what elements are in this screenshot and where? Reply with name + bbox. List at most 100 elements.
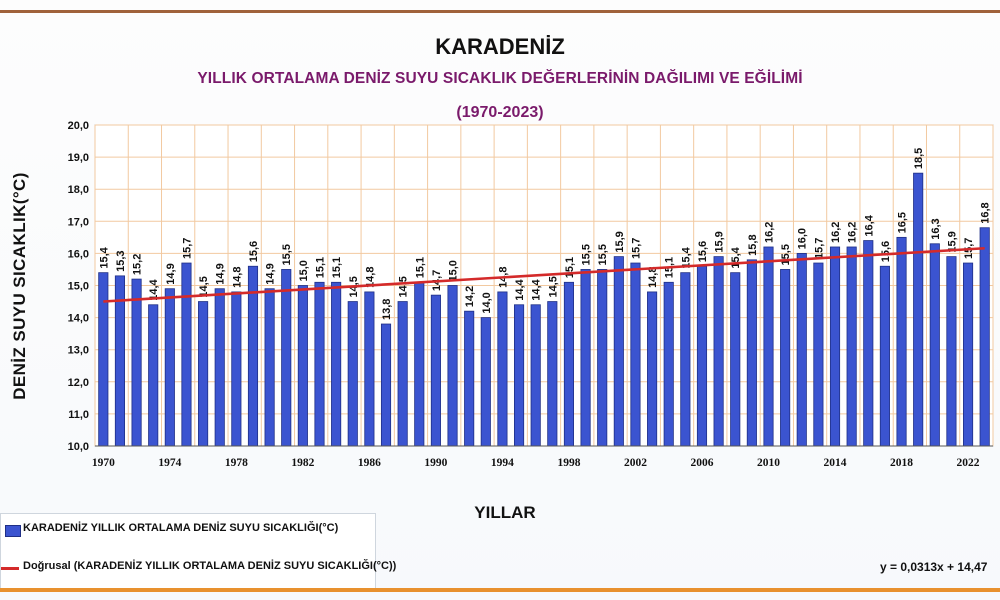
- data-label: 14,2: [464, 286, 476, 307]
- bar: [414, 281, 425, 447]
- data-label: 16,2: [847, 222, 859, 243]
- data-label: 15,4: [98, 246, 110, 268]
- data-label: 14,8: [231, 266, 243, 287]
- data-label: 14,9: [215, 263, 227, 284]
- y-tick-label: 14,0: [68, 313, 89, 325]
- x-tick-label: 2006: [690, 457, 713, 469]
- x-tick-label: 1994: [491, 457, 514, 469]
- y-tick-label: 13,0: [68, 345, 89, 357]
- bar: [962, 262, 974, 447]
- y-tick-label: 12,0: [68, 377, 89, 389]
- x-tick-label: 1998: [557, 457, 580, 469]
- bar: [896, 236, 907, 447]
- bar: [380, 323, 392, 447]
- data-label: 15,5: [281, 244, 293, 265]
- bar: [630, 262, 641, 447]
- bar: [231, 291, 242, 447]
- bar: [946, 256, 957, 447]
- data-label: 14,5: [547, 276, 559, 297]
- bar: [696, 265, 708, 447]
- bar: [181, 262, 192, 447]
- bar: [813, 262, 824, 447]
- data-label: 15,9: [714, 231, 726, 252]
- bar: [430, 294, 441, 447]
- bar: [846, 246, 857, 447]
- x-tick-label: 1974: [158, 457, 181, 469]
- data-label: 15,5: [780, 244, 792, 265]
- data-label: 15,4: [680, 246, 692, 268]
- bar: [780, 269, 791, 447]
- legend-label-bars: KARADENİZ YILLIK ORTALAMA DENİZ SUYU SIC…: [23, 522, 339, 534]
- data-label: 16,4: [863, 214, 875, 236]
- data-label: 16,5: [897, 212, 909, 233]
- data-label: 15,5: [581, 244, 593, 265]
- trend-equation: y = 0,0313x + 14,47: [880, 560, 988, 574]
- data-label: 16,3: [930, 218, 942, 239]
- top-rule: [0, 10, 1000, 13]
- data-label: 16,2: [764, 222, 776, 243]
- bar: [829, 246, 841, 447]
- bar: [597, 269, 608, 447]
- bar: [264, 288, 275, 447]
- y-tick-label: 15,0: [68, 281, 89, 293]
- data-label: 14,8: [364, 266, 376, 287]
- bar: [796, 252, 807, 447]
- data-label: 15,2: [132, 254, 144, 275]
- legend-swatch-bar: [5, 525, 21, 537]
- data-label: 15,7: [813, 238, 825, 259]
- bar: [647, 291, 658, 447]
- bar: [547, 301, 558, 447]
- data-label: 15,0: [448, 260, 460, 281]
- legend: KARADENİZ YILLIK ORTALAMA DENİZ SUYU SIC…: [0, 513, 396, 591]
- x-axis-label: YILLAR: [474, 503, 536, 522]
- bar: [663, 281, 674, 447]
- bar: [513, 304, 525, 447]
- bar: [730, 272, 741, 447]
- bar: [979, 227, 990, 447]
- x-tick-label: 2002: [624, 457, 647, 469]
- bar: [98, 272, 109, 447]
- x-tick-label: 2018: [890, 457, 913, 469]
- data-label: 18,5: [913, 148, 925, 169]
- bar: [464, 310, 475, 447]
- data-label: 14,4: [531, 278, 543, 300]
- data-label: 16,2: [830, 222, 842, 243]
- x-tick-label: 1990: [424, 457, 447, 469]
- data-label: 15,5: [597, 244, 609, 265]
- data-label: 15,1: [564, 257, 576, 278]
- data-label: 16,0: [797, 228, 809, 249]
- data-label: 14,9: [165, 263, 177, 284]
- bar: [480, 317, 491, 447]
- data-label: 15,6: [697, 241, 709, 262]
- x-tick-label: 1970: [92, 457, 115, 469]
- data-label: 13,8: [381, 299, 393, 320]
- bar: [347, 301, 358, 447]
- x-tick-label: 2010: [757, 457, 780, 469]
- y-tick-label: 18,0: [68, 184, 89, 196]
- bar: [879, 265, 890, 447]
- bar: [331, 281, 342, 447]
- data-label: 14,4: [148, 278, 160, 300]
- data-label: 15,9: [946, 231, 958, 252]
- bar: [680, 272, 691, 447]
- data-label: 15,8: [747, 234, 759, 255]
- legend-label-trend: Doğrusal (KARADENİZ YILLIK ORTALAMA DENİ…: [23, 560, 397, 572]
- y-tick-label: 11,0: [68, 409, 89, 421]
- data-label: 15,6: [248, 241, 260, 262]
- data-label: 15,9: [614, 231, 626, 252]
- bar: [929, 243, 940, 447]
- data-label: 15,0: [298, 260, 310, 281]
- data-label: 15,1: [331, 257, 343, 278]
- bar: [530, 304, 541, 447]
- bar: [397, 301, 408, 447]
- data-label: 14,5: [198, 276, 210, 297]
- y-tick-label: 10,0: [68, 441, 89, 453]
- bar: [447, 285, 458, 447]
- data-label: 14,9: [265, 263, 277, 284]
- trend-line: [103, 246, 985, 303]
- bar: [364, 291, 375, 447]
- data-label: 14,5: [398, 276, 410, 297]
- data-label: 15,4: [730, 246, 742, 268]
- data-label: 15,6: [880, 241, 892, 262]
